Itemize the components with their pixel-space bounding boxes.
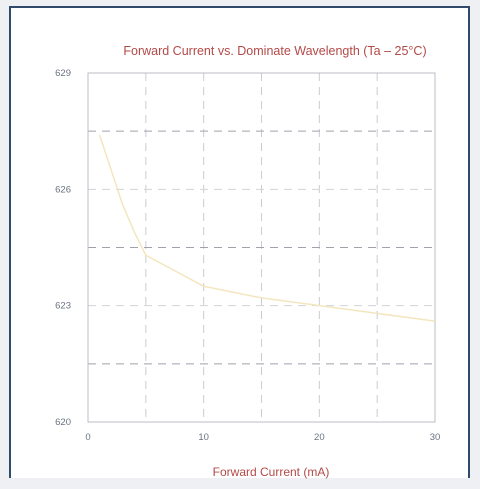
- y-tick-label: 620: [55, 417, 71, 428]
- x-tick-label: 20: [314, 432, 325, 443]
- y-tick-label: 629: [55, 68, 71, 79]
- series-line: [98, 134, 436, 322]
- x-tick-label: 0: [85, 432, 90, 443]
- plot-area: [87, 72, 436, 423]
- x-tick-label: 10: [198, 432, 209, 443]
- chart: Forward Current vs. Dominate Wavelength …: [55, 44, 441, 479]
- x-axis-label: Forward Current (mA): [213, 465, 330, 479]
- chart-frame: Forward Current vs. Dominate Wavelength …: [9, 6, 470, 479]
- chart-title: Forward Current vs. Dominate Wavelength …: [123, 44, 426, 58]
- x-tick-label: 30: [430, 432, 441, 443]
- y-tick-label: 623: [55, 301, 71, 312]
- y-tick-label: 626: [55, 184, 71, 195]
